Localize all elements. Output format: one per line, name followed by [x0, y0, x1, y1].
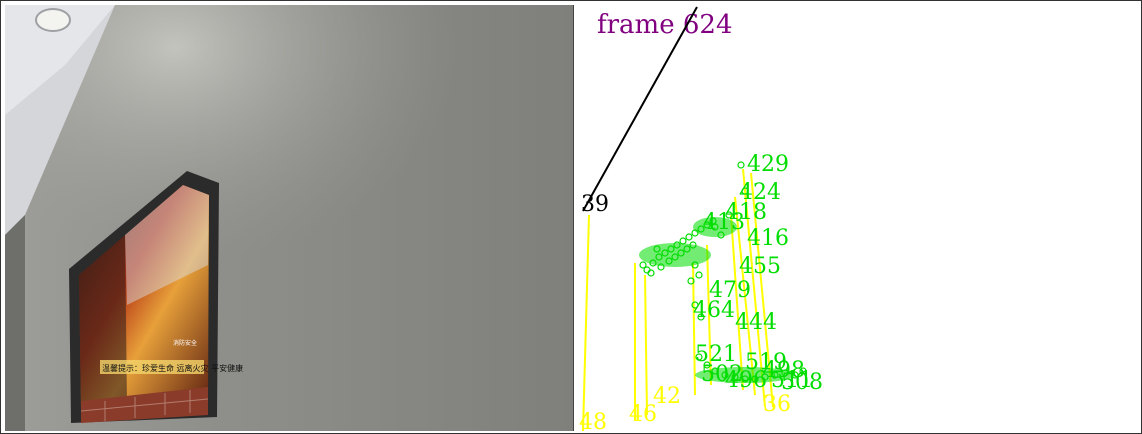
track-label: 496 — [725, 368, 767, 393]
ceiling-light-icon — [35, 8, 71, 32]
track-visualization-panel: frame 624 39 48 46 42 36 — [575, 5, 1137, 431]
track-label: 464 — [693, 298, 735, 323]
track-canvas: frame 624 39 48 46 42 36 — [579, 6, 823, 431]
track-label: 36 — [763, 392, 791, 417]
poster-caption: 温馨提示：珍爱生命 远离火灾 平安健康 — [102, 363, 243, 373]
track-label: 429 — [747, 152, 789, 177]
poster-small-text: 消防安全 — [173, 339, 197, 347]
green-dense-fill — [639, 217, 795, 383]
track-label: 424 — [739, 180, 781, 205]
track-label: 418 — [725, 200, 767, 225]
track-label: 511 — [771, 368, 813, 393]
camera-frame-panel: 温馨提示：珍爱生命 远离火灾 平安健康 消防安全 — [5, 5, 574, 431]
yellow-track-labels: 48 46 42 36 — [579, 384, 791, 431]
track-label: 502 — [701, 362, 743, 387]
ray-line — [582, 6, 698, 212]
track-label: 42 — [653, 384, 681, 409]
green-track-labels: 429 424 418 413 416 455 479 464 444 521 … — [693, 152, 823, 395]
track-label: 519 — [745, 350, 787, 375]
track-label: 455 — [739, 254, 781, 279]
camera-frame-image: 温馨提示：珍爱生命 远离火灾 平安健康 消防安全 — [5, 5, 573, 431]
track-label: 508 — [781, 370, 823, 395]
ray-label: 39 — [581, 192, 609, 217]
frame-label: frame 624 — [597, 10, 732, 40]
track-label: 46 — [629, 402, 657, 427]
track-label: 498 — [763, 358, 805, 383]
track-label: 48 — [579, 410, 607, 431]
track-label: 444 — [735, 310, 777, 335]
track-label: 521 — [695, 342, 737, 367]
track-label: 413 — [703, 210, 745, 235]
track-label: 479 — [709, 278, 751, 303]
track-lines — [582, 168, 774, 431]
track-label: 416 — [747, 226, 789, 251]
